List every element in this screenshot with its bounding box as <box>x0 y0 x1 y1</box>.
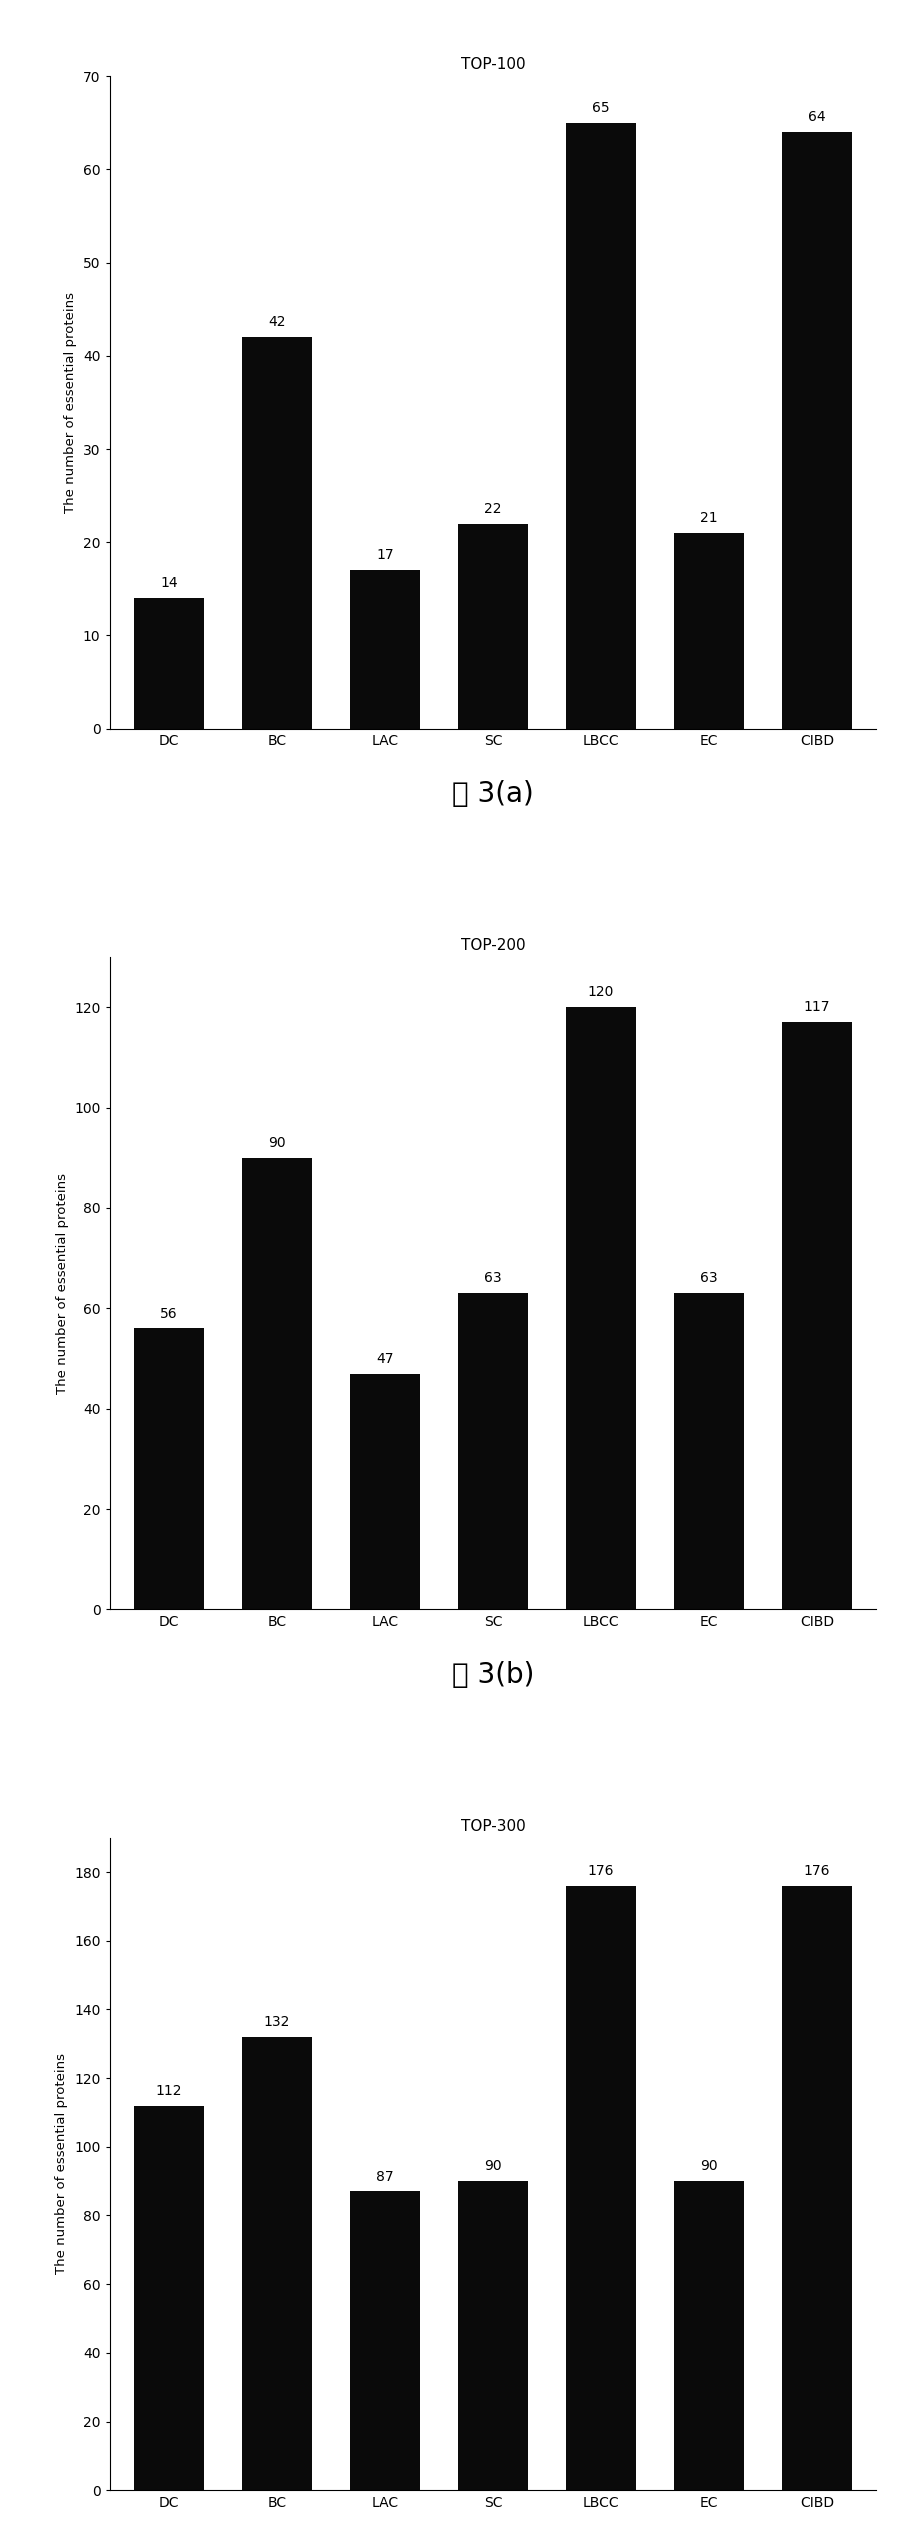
Bar <box>134 1329 205 1608</box>
Bar <box>134 2106 205 2490</box>
Text: 22: 22 <box>484 501 502 516</box>
Bar <box>674 534 744 729</box>
Text: 63: 63 <box>484 1270 502 1286</box>
Title: TOP-300: TOP-300 <box>461 1819 525 1835</box>
Text: 87: 87 <box>376 2170 394 2183</box>
Bar <box>458 523 528 729</box>
Title: TOP-200: TOP-200 <box>461 938 525 953</box>
Y-axis label: The number of essential proteins: The number of essential proteins <box>56 1174 68 1392</box>
Y-axis label: The number of essential proteins: The number of essential proteins <box>64 292 78 513</box>
Bar <box>782 1021 852 1608</box>
Text: 132: 132 <box>264 2015 290 2030</box>
Text: 64: 64 <box>808 109 826 125</box>
Y-axis label: The number of essential proteins: The number of essential proteins <box>56 2053 68 2274</box>
Bar <box>674 2180 744 2490</box>
Text: 120: 120 <box>588 986 614 999</box>
Text: 112: 112 <box>156 2084 183 2099</box>
Text: 17: 17 <box>376 549 394 562</box>
Bar <box>458 2180 528 2490</box>
Text: 176: 176 <box>588 1865 614 1878</box>
Bar <box>350 2190 420 2490</box>
Text: 65: 65 <box>593 102 610 114</box>
Text: 117: 117 <box>803 1001 830 1014</box>
Bar <box>350 569 420 729</box>
Text: 42: 42 <box>268 315 286 330</box>
Text: 176: 176 <box>803 1865 830 1878</box>
Bar <box>458 1293 528 1608</box>
Text: 图 3(b): 图 3(b) <box>452 1662 534 1690</box>
Text: 56: 56 <box>160 1306 178 1321</box>
Bar <box>350 1375 420 1608</box>
Bar <box>242 1159 312 1608</box>
Title: TOP-100: TOP-100 <box>461 58 525 71</box>
Bar <box>566 1006 636 1608</box>
Bar <box>242 338 312 729</box>
Text: 14: 14 <box>160 577 178 590</box>
Text: 21: 21 <box>700 511 718 526</box>
Bar <box>782 132 852 729</box>
Text: 图 3(a): 图 3(a) <box>452 780 534 808</box>
Text: 90: 90 <box>268 1136 286 1151</box>
Bar <box>134 597 205 729</box>
Bar <box>782 1885 852 2490</box>
Text: 63: 63 <box>700 1270 718 1286</box>
Bar <box>674 1293 744 1608</box>
Bar <box>566 1885 636 2490</box>
Bar <box>242 2038 312 2490</box>
Text: 90: 90 <box>484 2160 502 2173</box>
Text: 47: 47 <box>376 1352 394 1365</box>
Text: 90: 90 <box>700 2160 718 2173</box>
Bar <box>566 122 636 729</box>
